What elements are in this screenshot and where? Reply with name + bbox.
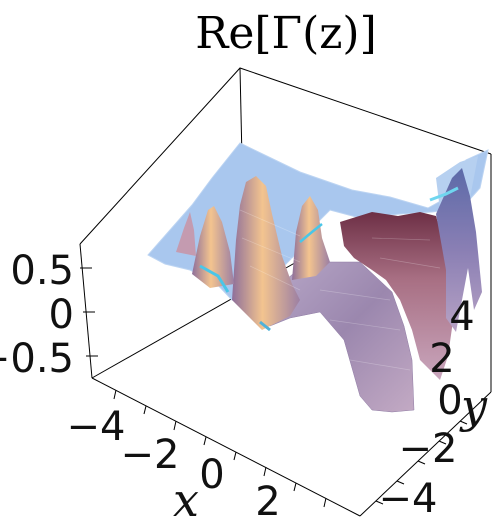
y-axis bbox=[375, 420, 468, 505]
y-tick-label: 0 bbox=[437, 378, 462, 424]
y-axis-label: y bbox=[459, 379, 488, 433]
surface-accent bbox=[299, 223, 323, 243]
y-tick-label: 4 bbox=[449, 294, 474, 340]
x-tick-label: 0 bbox=[199, 452, 224, 498]
z-tick-label: −0.5 bbox=[0, 336, 74, 382]
x-tick-label: −4 bbox=[67, 404, 126, 450]
x-tick-label: −2 bbox=[121, 432, 180, 478]
surface-sheet bbox=[261, 261, 415, 413]
surface-mesh bbox=[239, 209, 441, 371]
z-tick-label: 0.5 bbox=[10, 248, 74, 294]
z-axis: 0.5 0 −0.5 bbox=[0, 248, 98, 382]
y-tick-label: 2 bbox=[429, 336, 454, 382]
x-tick-label: 2 bbox=[255, 479, 280, 522]
surface-peak-second bbox=[292, 196, 330, 280]
front-box bbox=[91, 154, 492, 517]
surface-accent bbox=[199, 264, 230, 293]
surface bbox=[147, 142, 489, 413]
surface-accent bbox=[259, 320, 271, 332]
surface-right-spikes bbox=[436, 168, 482, 332]
x-axis bbox=[113, 389, 327, 508]
y-tick-label: −4 bbox=[379, 476, 438, 522]
y-tick-label: −2 bbox=[399, 426, 458, 472]
chart-title: Re[Γ(z)] bbox=[195, 8, 377, 59]
z-tick-label: 0 bbox=[49, 292, 74, 338]
surface-accent bbox=[429, 186, 459, 202]
surface-wall bbox=[340, 212, 456, 380]
surface-peak-tiny bbox=[176, 212, 196, 256]
surface-peak-main bbox=[232, 176, 300, 330]
x-axis-label: x bbox=[173, 473, 199, 522]
